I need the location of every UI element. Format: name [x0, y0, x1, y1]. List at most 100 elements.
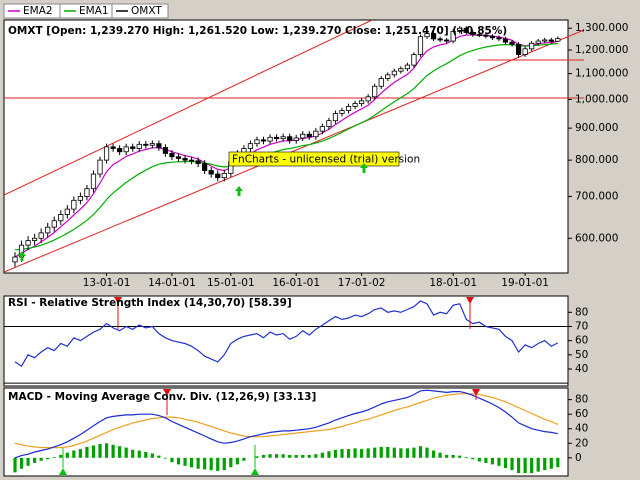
- x-tick-label: 16-01-01: [272, 277, 320, 289]
- y-tick-label: 600.000: [575, 232, 618, 244]
- histogram-bar: [451, 454, 455, 458]
- histogram-bar: [543, 457, 547, 471]
- histogram-bar: [412, 447, 416, 458]
- candle-body: [25, 240, 31, 246]
- histogram-bar: [150, 453, 154, 458]
- legend-box: [111, 3, 169, 19]
- candle-body: [84, 188, 90, 197]
- candle-body: [123, 146, 129, 153]
- y-tick-label: 70: [575, 320, 588, 332]
- candle-body: [306, 133, 312, 138]
- histogram-bar: [222, 457, 226, 471]
- legend-label: OMXT: [131, 5, 162, 17]
- candle-body: [522, 48, 528, 55]
- sell-arrow: [466, 297, 474, 304]
- histogram-bar: [144, 452, 148, 458]
- histogram-bar: [438, 452, 442, 458]
- candle-body: [417, 36, 424, 55]
- histogram-bar: [346, 449, 351, 458]
- candle-body: [391, 70, 397, 76]
- y-tick-label: 50: [575, 349, 588, 361]
- histogram-bar: [445, 454, 449, 458]
- y-tick-label: 900.000: [575, 122, 618, 134]
- y-tick-label: 0: [575, 452, 582, 464]
- histogram-bar: [170, 457, 174, 463]
- histogram-bar: [19, 457, 24, 469]
- histogram-bar: [288, 454, 292, 458]
- histogram-bar: [235, 457, 239, 465]
- y-tick-label: 40: [575, 423, 588, 435]
- candle-body: [313, 130, 319, 138]
- histogram-bar: [379, 446, 383, 458]
- candle-body: [470, 32, 476, 35]
- candle-body: [182, 158, 188, 161]
- buy-arrow: [18, 251, 26, 261]
- histogram-bar: [137, 450, 141, 458]
- candle-body: [300, 133, 306, 139]
- histogram-bar: [111, 444, 115, 458]
- candle-body: [208, 170, 214, 175]
- histogram-bar: [242, 457, 246, 461]
- histogram-bar: [65, 452, 69, 458]
- candle-body: [260, 139, 267, 142]
- histogram-bar: [333, 449, 338, 458]
- y-tick-label: 700.000: [575, 190, 618, 202]
- histogram-bar: [530, 457, 534, 474]
- macd-line: [14, 389, 558, 459]
- candle-body: [509, 41, 515, 45]
- histogram-bar: [216, 457, 220, 471]
- candle-body: [378, 78, 384, 87]
- candle-body: [267, 136, 273, 142]
- legend-label: EMA2: [23, 5, 53, 17]
- candle-body: [38, 232, 44, 239]
- candle-body: [339, 110, 345, 114]
- candle-body: [58, 214, 64, 222]
- rsi-panel: [3, 295, 569, 387]
- sell-arrow: [114, 297, 122, 304]
- histogram-bar: [255, 456, 259, 458]
- histogram-bar: [294, 454, 298, 458]
- histogram-bar: [340, 449, 344, 458]
- candle-body: [398, 68, 404, 72]
- histogram-bar: [405, 448, 409, 458]
- histogram-bar: [131, 449, 135, 458]
- candle-body: [149, 143, 155, 146]
- candle-body: [424, 33, 430, 38]
- trend-lines: [4, 20, 584, 273]
- histogram-bar: [314, 454, 318, 458]
- histogram-bar: [189, 457, 194, 468]
- candle-body: [332, 113, 339, 122]
- candle-body: [345, 105, 352, 111]
- histogram-bar: [373, 447, 377, 458]
- histogram-bar: [320, 452, 324, 458]
- candle-body: [130, 146, 136, 149]
- candle-body: [90, 173, 97, 190]
- candle-body: [247, 143, 254, 149]
- histogram-bar: [118, 446, 122, 458]
- trend-line: [4, 20, 373, 196]
- candle-body: [293, 137, 299, 141]
- candle-body: [483, 34, 489, 37]
- buy-arrow: [251, 468, 259, 475]
- candle-body: [529, 42, 535, 50]
- macd-panel: [3, 387, 569, 477]
- x-tick-label: 19-01-01: [501, 277, 549, 289]
- histogram-bar: [196, 457, 200, 469]
- watermark-box: [228, 151, 400, 167]
- price-panel: [3, 19, 569, 274]
- legend-label: EMA1: [79, 5, 109, 17]
- histogram-bar: [477, 457, 481, 462]
- candle-body: [117, 148, 123, 153]
- x-tick-label: 15-01-01: [207, 277, 255, 289]
- histogram-bar: [556, 457, 560, 468]
- sell-arrow: [163, 389, 171, 396]
- y-tick-label: 1,000.000: [575, 94, 628, 106]
- candle-body: [359, 100, 365, 105]
- y-tick-label: 40: [575, 363, 588, 375]
- histogram-bar: [52, 457, 56, 458]
- histogram-bar: [39, 457, 43, 461]
- buy-arrow: [235, 186, 243, 196]
- histogram-bar: [46, 457, 50, 460]
- candle-body: [156, 143, 162, 148]
